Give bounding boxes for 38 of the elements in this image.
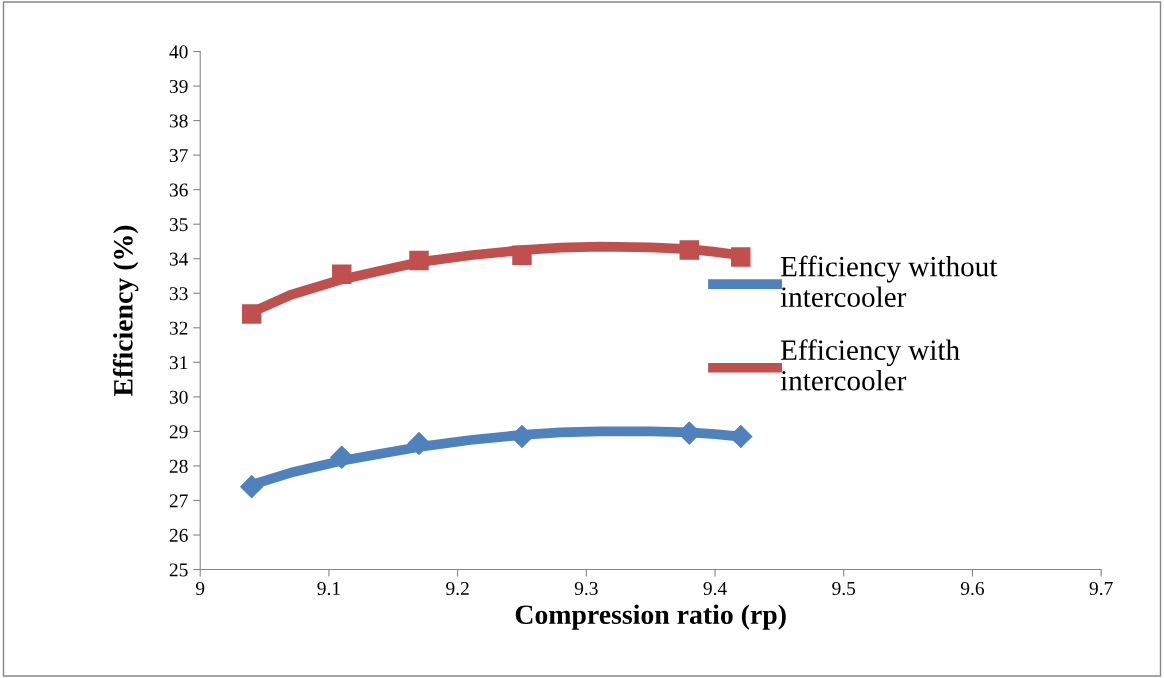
x-tick-label: 9.5 xyxy=(832,581,856,596)
point xyxy=(729,425,753,449)
point xyxy=(409,250,429,271)
y-tick-label: 36 xyxy=(169,183,188,197)
x-tick-label: 9.7 xyxy=(1089,581,1113,596)
point xyxy=(512,245,532,265)
y-tick-label: 26 xyxy=(169,528,188,542)
x-tick-label: 9.3 xyxy=(574,581,598,596)
point xyxy=(332,264,352,284)
y-tick-label: 27 xyxy=(169,494,188,508)
y-tick-label: 34 xyxy=(169,252,189,266)
point xyxy=(240,475,264,499)
x-tick-label: 9.1 xyxy=(317,581,340,596)
y-tick-label: 31 xyxy=(169,356,188,370)
y-tick-label: 35 xyxy=(169,218,188,232)
y-tick-label: 25 xyxy=(169,563,188,577)
y-tick-label: 28 xyxy=(169,459,188,473)
y-tick-label: 40 xyxy=(169,45,188,59)
y-tick-label: 33 xyxy=(169,287,188,301)
x-tick-label: 9 xyxy=(195,581,205,596)
y-tick-label: 30 xyxy=(169,390,188,404)
legend-label: Efficiency without intercooler xyxy=(780,255,998,308)
point xyxy=(330,445,354,469)
x-tick-label: 9.2 xyxy=(446,581,469,596)
y-tick-label: 38 xyxy=(169,114,188,128)
y-tick-label: 37 xyxy=(169,149,188,163)
y-tick-label: 39 xyxy=(169,79,188,93)
point xyxy=(679,240,700,260)
y-tick-label: 29 xyxy=(169,425,188,439)
x-tick-label: 9.4 xyxy=(703,581,727,596)
point xyxy=(241,304,262,324)
y-axis-title: Efficiency (%) xyxy=(112,225,139,397)
legend-label: Efficiency with intercooler xyxy=(780,339,960,391)
point xyxy=(731,247,751,267)
x-axis-title: Compression ratio (rp) xyxy=(515,604,786,630)
y-tick-label: 32 xyxy=(169,321,188,335)
point xyxy=(407,431,431,455)
x-tick-label: 9.6 xyxy=(960,581,985,596)
